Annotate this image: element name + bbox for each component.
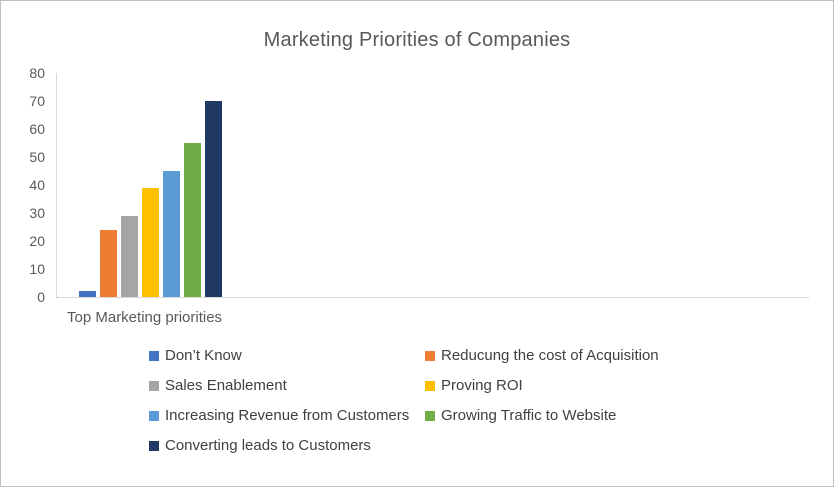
bar-increasing-revenue-from-customers bbox=[163, 171, 180, 297]
y-tick-label-40: 40 bbox=[29, 177, 45, 193]
legend-item-growing-traffic-to-website: Growing Traffic to Website bbox=[425, 407, 659, 424]
y-tick-label-0: 0 bbox=[37, 289, 45, 305]
legend-label: Don’t Know bbox=[165, 347, 242, 364]
legend-marker-icon bbox=[149, 350, 159, 361]
legend-item-reducung-the-cost-of-acquisition: Reducung the cost of Acquisition bbox=[425, 347, 659, 364]
y-tick-label-30: 30 bbox=[29, 205, 45, 221]
legend-label: Converting leads to Customers bbox=[165, 437, 371, 454]
legend: Don’t Know Reducung the cost of Acquisiti… bbox=[149, 347, 659, 454]
legend-label: Sales Enablement bbox=[165, 377, 287, 394]
y-tick-label-10: 10 bbox=[29, 261, 45, 277]
legend-label: Growing Traffic to Website bbox=[441, 407, 617, 424]
legend-label: Proving ROI bbox=[441, 377, 523, 394]
legend-label: Reducung the cost of Acquisition bbox=[441, 347, 659, 364]
y-tick-label-70: 70 bbox=[29, 93, 45, 109]
legend-marker-icon bbox=[425, 380, 435, 391]
legend-marker-icon bbox=[425, 410, 435, 421]
legend-label: Increasing Revenue from Customers bbox=[165, 407, 410, 424]
plot-area bbox=[56, 73, 809, 298]
legend-marker-icon bbox=[149, 380, 159, 391]
x-axis-category-label: Top Marketing priorities bbox=[67, 309, 223, 326]
y-axis: 0 10 20 30 40 50 60 70 80 bbox=[1, 65, 47, 305]
legend-marker-icon bbox=[425, 350, 435, 361]
bar-reducung-the-cost-of-acquisition bbox=[100, 230, 117, 297]
bar-proving-roi bbox=[142, 188, 159, 297]
legend-item-proving-roi: Proving ROI bbox=[425, 377, 659, 394]
y-tick-label-20: 20 bbox=[29, 233, 45, 249]
chart-title: Marketing Priorities of Companies bbox=[263, 29, 571, 51]
y-tick-label-60: 60 bbox=[29, 121, 45, 137]
legend-item-increasing-revenue-from-customers: Increasing Revenue from Customers bbox=[149, 407, 421, 424]
bar-don-t-know bbox=[79, 291, 96, 297]
y-tick-label-50: 50 bbox=[29, 149, 45, 165]
legend-item-converting-leads-to-customers: Converting leads to Customers bbox=[149, 437, 421, 454]
bar-sales-enablement bbox=[121, 216, 138, 297]
y-tick-label-80: 80 bbox=[29, 65, 45, 81]
bar-converting-leads-to-customers bbox=[205, 101, 222, 297]
bar-growing-traffic-to-website bbox=[184, 143, 201, 297]
legend-marker-icon bbox=[149, 440, 159, 451]
legend-item-sales-enablement: Sales Enablement bbox=[149, 377, 421, 394]
legend-marker-icon bbox=[149, 410, 159, 421]
legend-item-don-t-know: Don’t Know bbox=[149, 347, 421, 364]
